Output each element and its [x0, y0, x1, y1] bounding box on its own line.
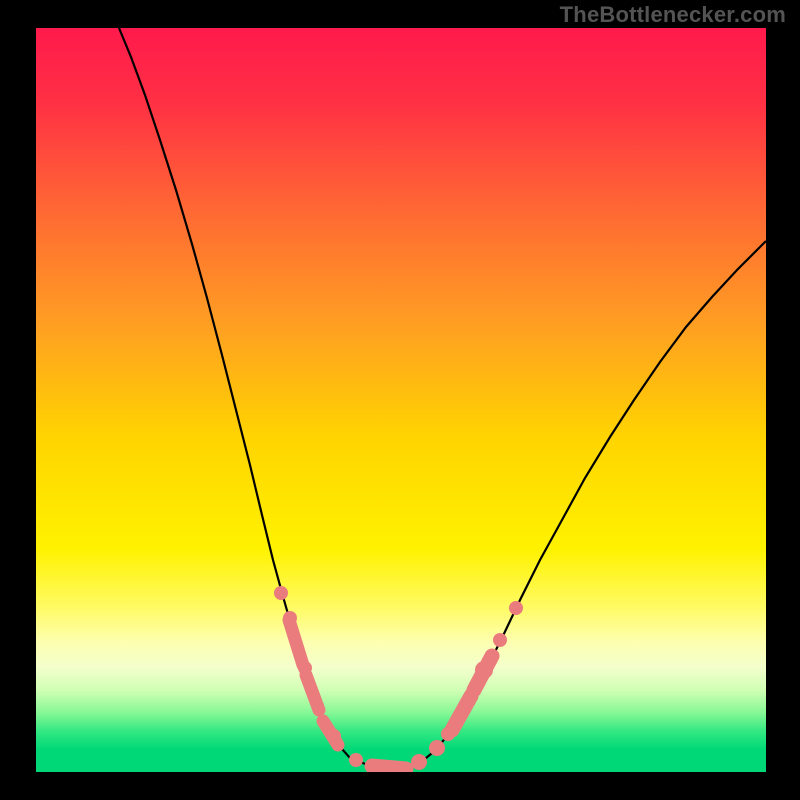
bottleneck-chart	[0, 0, 800, 800]
accent-dot	[283, 611, 297, 625]
accent-dot	[475, 661, 493, 679]
accent-dot	[349, 753, 363, 767]
accent-dot	[429, 740, 445, 756]
accent-dot	[387, 761, 405, 779]
plot-area	[36, 28, 766, 772]
accent-dot	[493, 633, 507, 647]
accent-dot	[441, 727, 455, 741]
accent-dot	[274, 586, 288, 600]
accent-dot	[298, 661, 312, 675]
stage: TheBottlenecker.com	[0, 0, 800, 800]
accent-dot	[327, 729, 341, 743]
accent-dot	[411, 754, 427, 770]
accent-dot	[367, 759, 381, 773]
accent-dot	[509, 601, 523, 615]
